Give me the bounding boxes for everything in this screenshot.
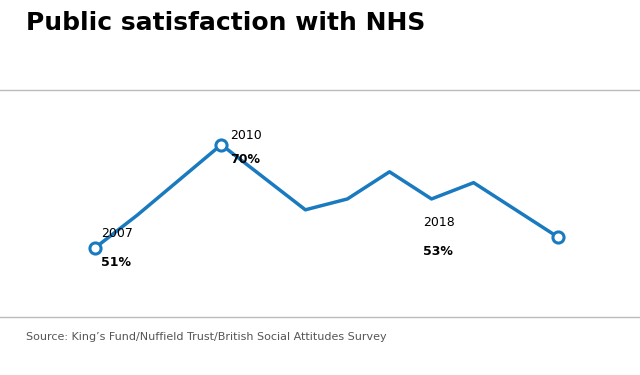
Text: PA: PA <box>582 338 608 356</box>
Text: 2007: 2007 <box>101 226 133 240</box>
Text: 2010: 2010 <box>230 129 261 142</box>
Text: 53%: 53% <box>423 245 453 258</box>
Text: 70%: 70% <box>230 153 260 166</box>
Text: Source: King’s Fund/Nuffield Trust/British Social Attitudes Survey: Source: King’s Fund/Nuffield Trust/Briti… <box>26 333 386 342</box>
Text: 2018: 2018 <box>423 216 455 229</box>
Text: Public satisfaction with NHS: Public satisfaction with NHS <box>26 11 425 35</box>
Text: 51%: 51% <box>101 256 131 269</box>
